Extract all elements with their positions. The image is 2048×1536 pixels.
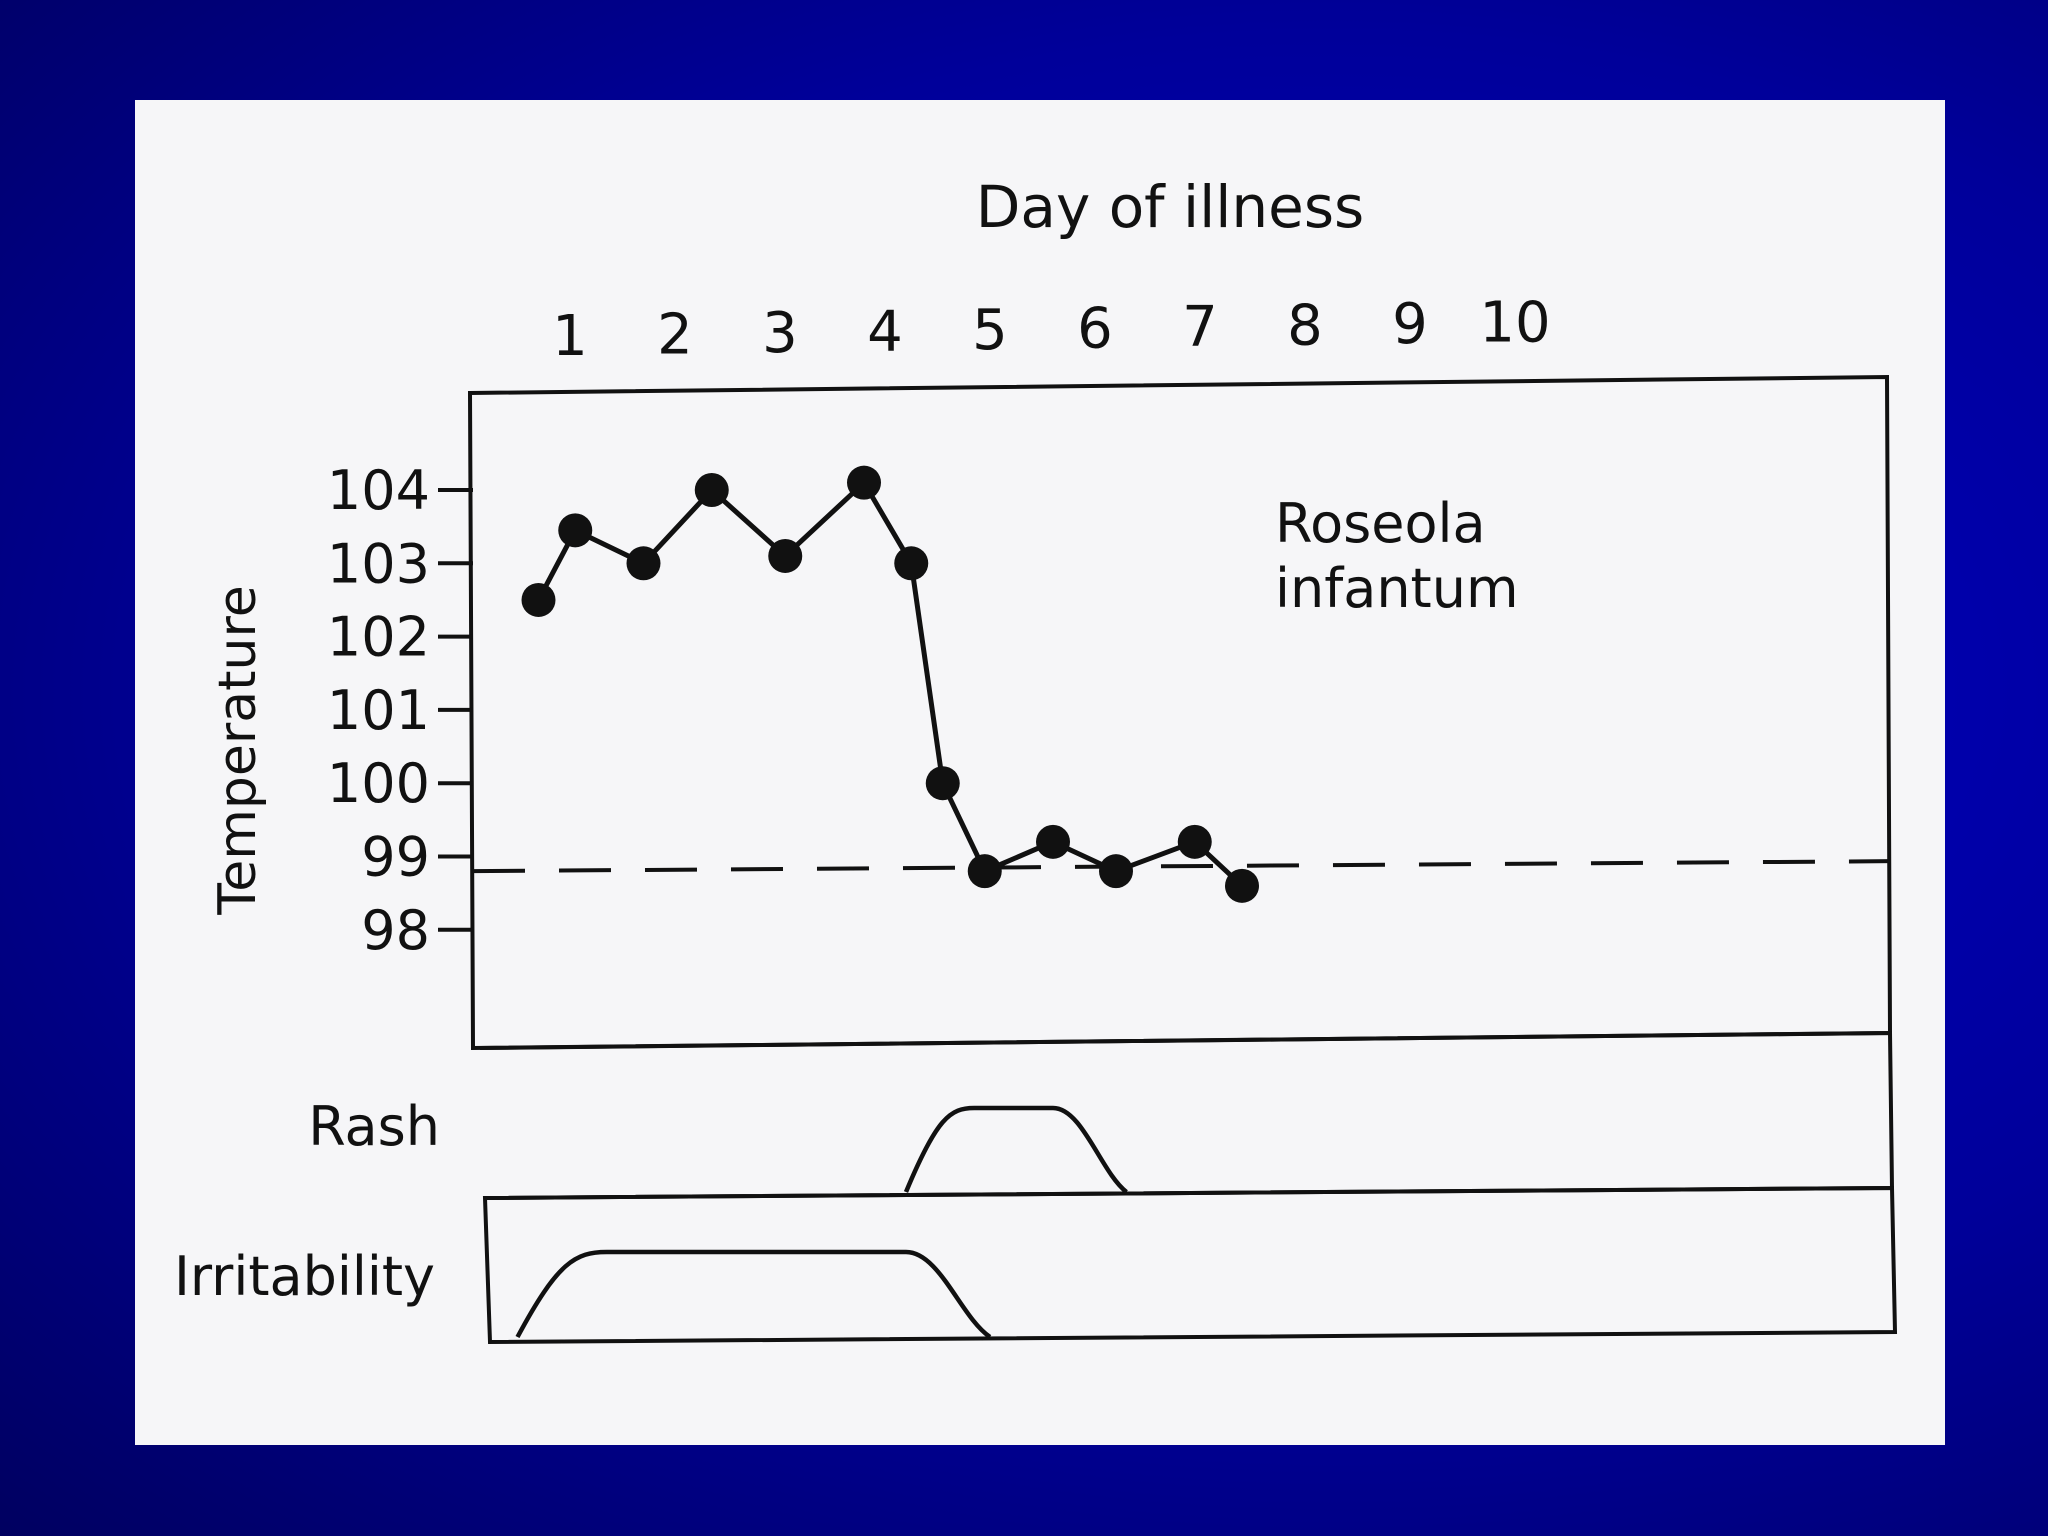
x-tick-labels: 1 2 3 4 5 6 7 8 9 10: [552, 291, 1550, 370]
data-point: [521, 582, 556, 617]
temperature-line: [536, 480, 1244, 888]
temperature-panel-frame: [467, 374, 1893, 1051]
data-point: [558, 513, 593, 548]
y-tick-label: 103: [327, 532, 430, 595]
y-tick-label: 100: [327, 752, 430, 815]
x-tick-label: 10: [1479, 291, 1550, 356]
x-tick-label: 5: [972, 298, 1008, 363]
annotation-line-2: infantum: [1275, 557, 1519, 620]
y-axis-ticks: 104 103 102 101 100 99 98: [327, 459, 473, 962]
x-tick-label: 8: [1287, 294, 1323, 359]
data-point: [925, 766, 960, 801]
x-tick-label: 2: [657, 303, 693, 368]
chart: Day of illness Temperature Roseola infan…: [174, 173, 1898, 1345]
x-tick-label: 7: [1182, 295, 1218, 360]
normal-temperature-line: [472, 859, 1891, 874]
figure-panel: Day of illness Temperature Roseola infan…: [135, 100, 1945, 1445]
timeline-curve: [515, 1249, 992, 1339]
rash-panel-frame: [479, 1030, 1895, 1200]
annotation-line-1: Roseola: [1275, 492, 1486, 555]
timelines: Rash Irritability: [174, 1095, 1128, 1339]
data-point: [694, 473, 729, 507]
x-tick-label: 9: [1392, 292, 1428, 357]
y-axis-title: Temperature: [208, 585, 268, 915]
timeline-label: Rash: [308, 1095, 440, 1158]
y-tick-label: 99: [361, 826, 430, 889]
irritability-panel-frame: [482, 1185, 1898, 1345]
data-point: [967, 854, 1002, 889]
timeline-curve: [903, 1105, 1128, 1194]
data-point: [1225, 868, 1259, 903]
y-tick-label: 102: [327, 606, 430, 669]
x-axis-title: Day of illness: [976, 173, 1365, 241]
data-point: [626, 546, 661, 581]
x-tick-label: 6: [1077, 297, 1113, 362]
baseline: [472, 859, 1891, 874]
x-tick-label: 4: [867, 300, 903, 365]
data-point: [847, 465, 881, 500]
y-tick-label: 101: [327, 679, 430, 742]
y-tick-label: 98: [361, 899, 430, 962]
x-tick-label: 3: [762, 301, 798, 366]
x-tick-label: 1: [552, 304, 588, 369]
temperature-series: [521, 465, 1259, 903]
data-point: [768, 538, 803, 573]
y-tick-label: 104: [327, 459, 430, 522]
data-point: [1099, 854, 1133, 889]
data-point: [1177, 824, 1212, 859]
timeline-label: Irritability: [174, 1245, 435, 1308]
data-point: [894, 546, 929, 581]
data-point: [1036, 824, 1070, 859]
